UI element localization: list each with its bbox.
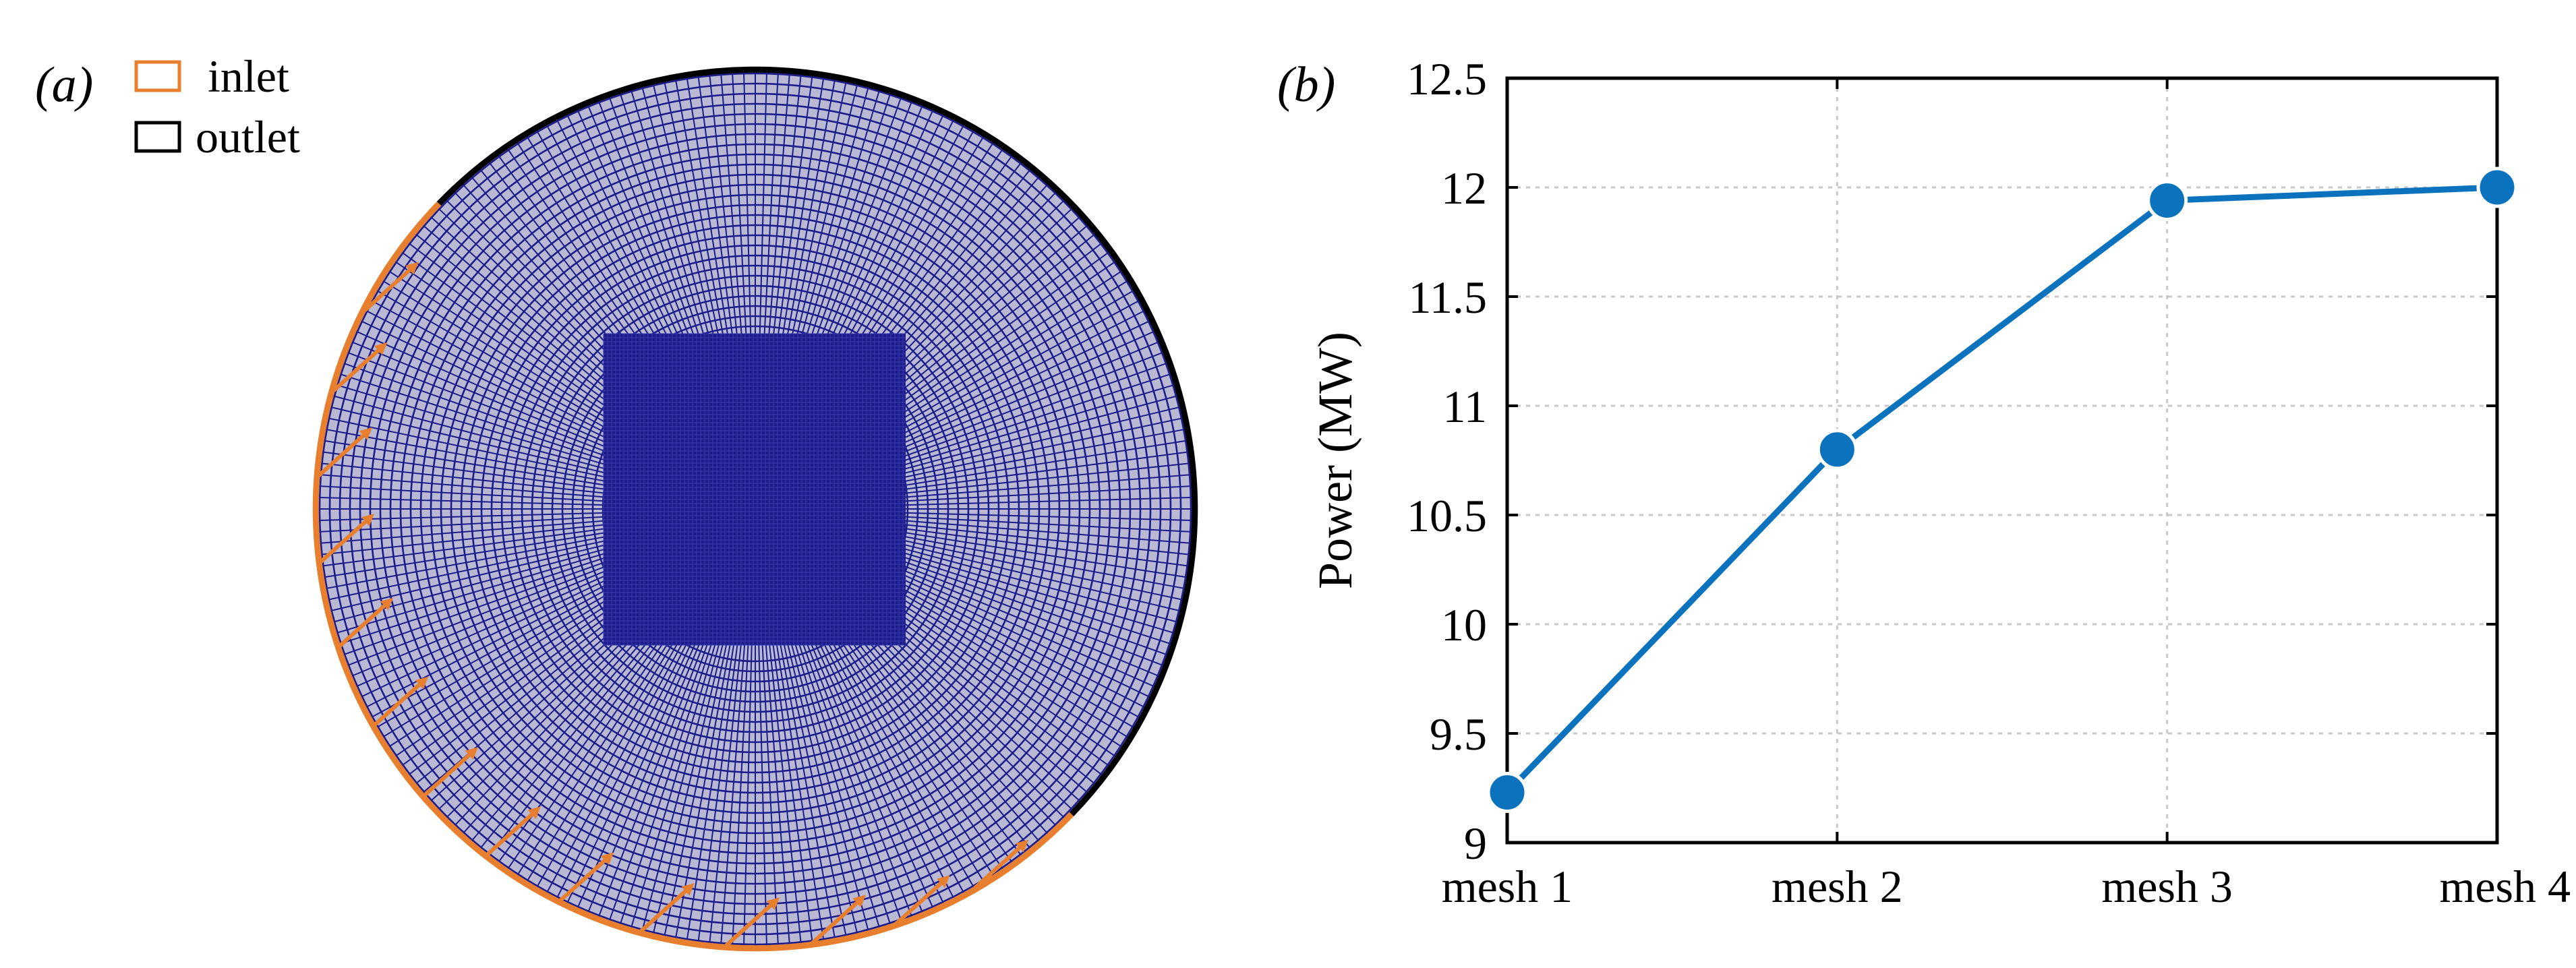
inlet-arrow (639, 889, 687, 934)
mesh-core-lines (603, 333, 906, 646)
inlet-arrow-head (527, 806, 541, 820)
inlet-arrow-head (361, 513, 375, 526)
y-tick-label: 10 (1441, 599, 1487, 651)
legend: inlet outlet (134, 51, 300, 162)
inlet-arrow-head (405, 262, 419, 275)
y-tick-label: 9 (1464, 818, 1487, 869)
x-tick-label: mesh 2 (1772, 861, 1903, 912)
data-point (1816, 429, 1858, 471)
data-point (1486, 771, 1528, 813)
inlet-boundary (312, 201, 1074, 952)
inlet-arrow (485, 813, 533, 857)
inlet-arrows (316, 262, 1029, 948)
inlet-arrow (372, 683, 421, 727)
panel-a: (a) inlet outlet (35, 51, 1198, 952)
x-tick-label: mesh 3 (2101, 861, 2233, 912)
inlet-arrow (331, 349, 380, 393)
inlet-arrow-head (415, 676, 429, 690)
inlet-arrow-head (359, 427, 373, 440)
inlet-arrow (422, 754, 471, 797)
inlet-arrow-head (681, 882, 695, 896)
inlet-arrow-head (852, 895, 866, 908)
inlet-arrow (810, 901, 858, 945)
legend-outlet-label: outlet (196, 111, 300, 162)
inlet-arrow (316, 433, 365, 478)
inlet-arrow (363, 268, 411, 313)
panel-b-label: (b) (1277, 57, 1335, 113)
data-point (2476, 167, 2518, 208)
legend-inlet-swatch (134, 60, 181, 92)
panel-a-label: (a) (35, 57, 93, 113)
mesh-core-refined (604, 334, 906, 645)
inlet-arrow-head (937, 875, 950, 888)
outlet-boundary (436, 66, 1198, 817)
plot-frame (1505, 76, 2499, 845)
inlet-arrow (972, 846, 1021, 890)
inlet-arrow (724, 904, 772, 948)
y-tick-label: 11 (1443, 381, 1487, 432)
y-axis: 9 9.5 10 10.5 11 11.5 12 12.5 (1407, 53, 2497, 869)
y-tick-label: 12.5 (1407, 53, 1487, 104)
inlet-arrow (337, 604, 386, 648)
data-point (2146, 179, 2188, 221)
y-tick-label: 9.5 (1430, 708, 1487, 760)
series-points (1486, 167, 2518, 813)
inlet-arrow-head (600, 852, 614, 866)
x-tick-label: mesh 1 (1442, 861, 1573, 912)
y-axis-label: Power (MW) (1308, 332, 1362, 589)
inlet-arrow-head (374, 342, 388, 355)
y-tick-label: 12 (1441, 162, 1487, 214)
x-tick-label: mesh 4 (2439, 861, 2571, 912)
inlet-arrow (318, 520, 367, 564)
x-axis: mesh 1 mesh 2 mesh 3 mesh 4 (1442, 78, 2571, 912)
legend-inlet-label: inlet (208, 51, 289, 102)
inlet-arrow-head (380, 597, 394, 611)
y-tick-label: 10.5 (1407, 490, 1487, 541)
inlet-arrow-head (465, 747, 478, 760)
series-line-power (1504, 184, 2498, 795)
inlet-arrow-head (766, 897, 780, 910)
y-tick-label: 11.5 (1409, 272, 1487, 323)
inlet-arrow (558, 859, 606, 903)
inlet-arrow (894, 882, 943, 926)
legend-outlet-swatch (134, 121, 181, 153)
mesh-disk (316, 69, 1195, 948)
inlet-arrow-head (1015, 839, 1029, 853)
